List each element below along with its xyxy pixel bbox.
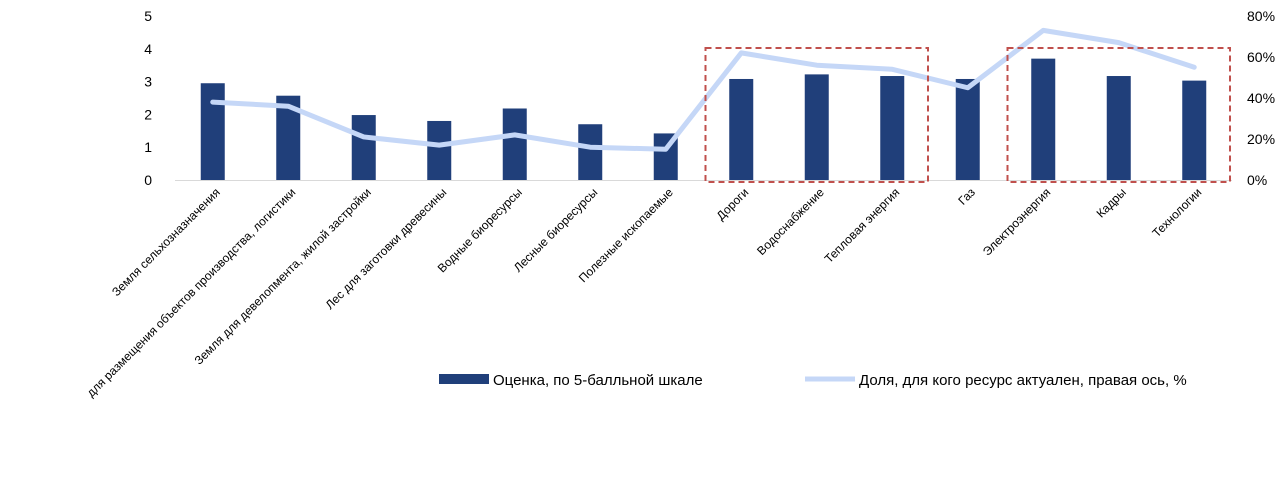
category-label: Водоснабжение [754, 185, 827, 258]
left-axis-tick-label: 2 [144, 106, 152, 122]
category-label: Электроэнергия [980, 185, 1053, 258]
category-label: Водные биоресурсы [435, 185, 525, 275]
category-label: Дороги [714, 185, 752, 223]
right-axis-tick-label: 80% [1247, 8, 1275, 24]
category-label: Земля для девелопмента, жилой застройки [192, 185, 374, 367]
category-label: Газ [955, 185, 978, 208]
left-axis-tick-label: 0 [144, 172, 152, 188]
left-axis-tick-label: 4 [144, 41, 152, 57]
legend: Оценка, по 5-балльной шкале Доля, для ко… [439, 372, 1187, 389]
legend-bar-label: Оценка, по 5-балльной шкале [493, 372, 703, 389]
left-axis-ticks: 0 1 2 3 4 5 [144, 8, 152, 188]
category-label: Кадры [1094, 185, 1129, 220]
category-label: Технологии [1149, 185, 1204, 240]
bar [200, 83, 225, 180]
highlight-box [704, 47, 929, 183]
left-axis-tick-label: 3 [144, 74, 152, 90]
bar [1031, 58, 1056, 180]
share-line-series [210, 27, 1197, 152]
category-label: Лесные биоресурсы [511, 185, 601, 275]
bar [1182, 80, 1207, 180]
category-label: Лес для заготовки древесины [323, 185, 450, 312]
right-axis-tick-label: 0% [1247, 172, 1267, 188]
right-axis-ticks: 0% 20% 40% 60% 80% [1247, 8, 1275, 188]
bar [1106, 76, 1131, 180]
legend-bar-swatch [439, 374, 489, 384]
bar [955, 78, 980, 180]
bar-series [200, 58, 1207, 180]
bar [502, 108, 527, 180]
highlight-boxes [704, 47, 1231, 183]
right-axis-tick-label: 60% [1247, 49, 1275, 65]
legend-line-label: Доля, для кого ресурс актуален, правая о… [859, 372, 1187, 389]
left-axis-tick-label: 5 [144, 8, 152, 24]
right-axis-tick-label: 20% [1247, 131, 1275, 147]
highlight-box [1006, 47, 1231, 183]
bar [880, 76, 905, 180]
left-axis-tick-label: 1 [144, 139, 152, 155]
bar [578, 124, 603, 180]
bar [427, 120, 452, 180]
bar [729, 78, 754, 180]
category-label: Тепловая энергия [822, 185, 903, 266]
right-axis-tick-label: 40% [1247, 90, 1275, 106]
bar [804, 74, 829, 180]
bar [351, 115, 376, 180]
